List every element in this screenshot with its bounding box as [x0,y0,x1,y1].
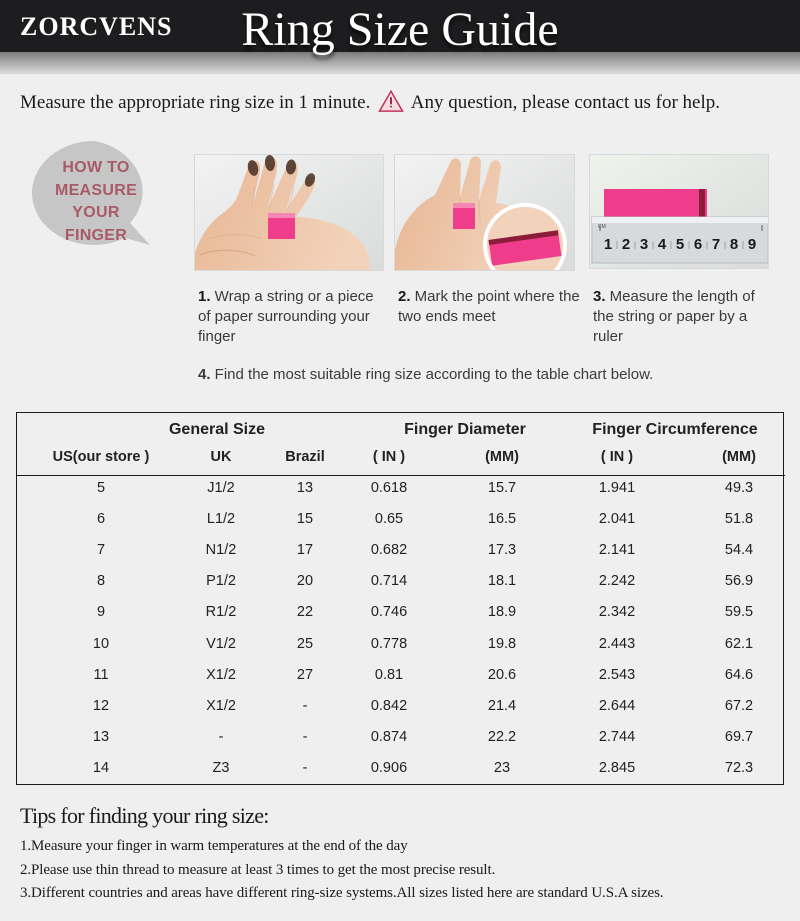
svg-text:CM: CM [598,224,606,230]
svg-text:9: 9 [748,236,756,253]
svg-text:5: 5 [676,236,684,253]
svg-text:2: 2 [622,236,630,253]
svg-text:4: 4 [658,236,667,253]
svg-text:6: 6 [694,236,702,253]
svg-text:3: 3 [640,236,648,253]
svg-text:1: 1 [604,236,612,253]
svg-text:7: 7 [712,236,720,253]
svg-text:8: 8 [730,236,738,253]
